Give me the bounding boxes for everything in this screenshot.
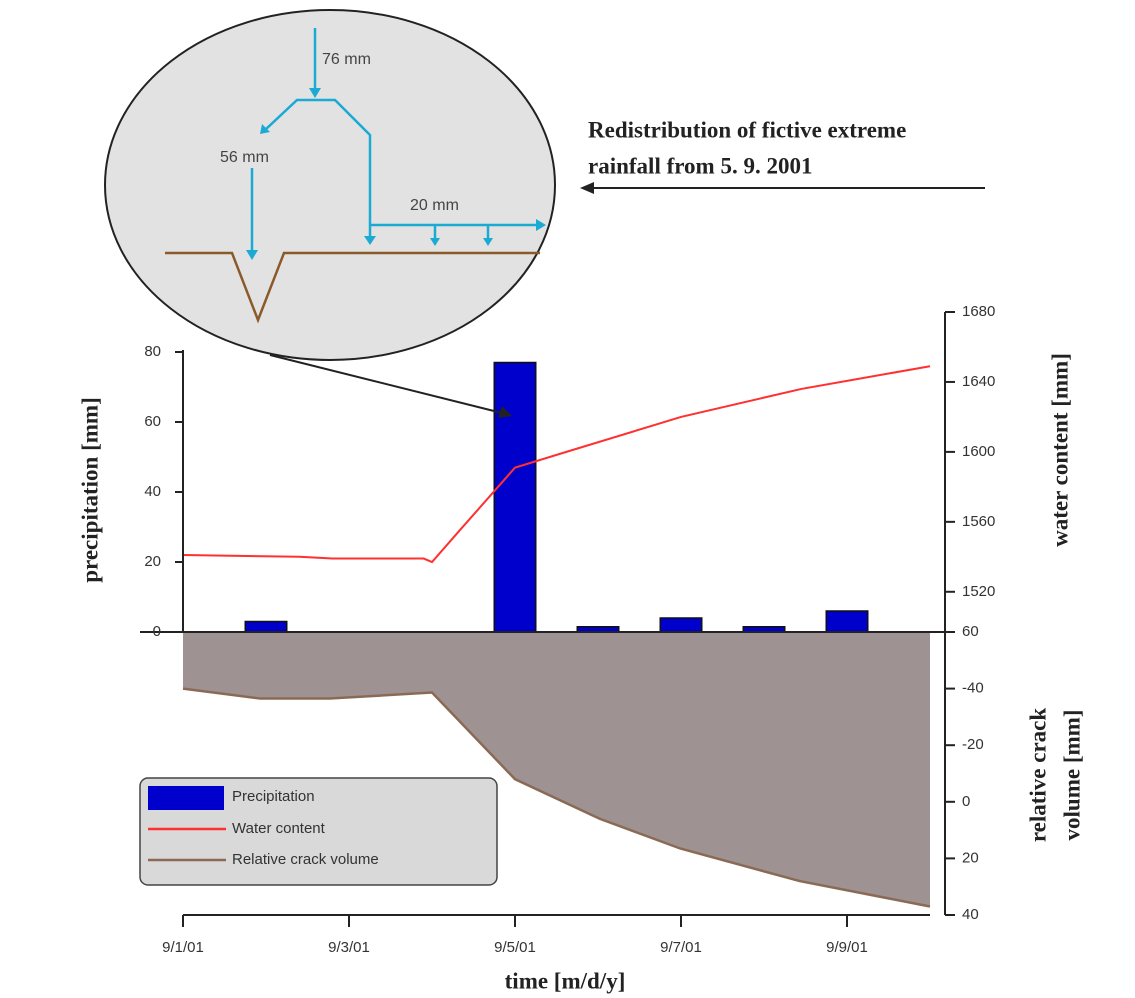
inset-label: 56 mm [220,149,269,166]
y-tick-label: 60 [144,413,161,430]
y2-axis-title: water content [mm] [1047,353,1072,547]
y-tick-label: 80 [144,343,161,360]
bar [244,620,288,633]
y2-tick-label: 1600 [962,443,995,460]
inset: 76 mm 56 mm 20 mm [104,9,556,361]
bar [493,361,537,633]
x-axis-title: time [m/d/y] [505,968,626,993]
inset-ellipse [104,9,556,361]
y2-tick-label: 1520 [962,583,995,600]
x-tick-label: 9/9/01 [826,939,868,956]
x-tick-label: 9/5/01 [494,939,536,956]
y-tick-label: 0 [153,623,161,640]
note: rainfall from 5. 9. 2001 [588,153,812,178]
legend-label: Water content [232,820,326,837]
bar [825,610,869,633]
legend: Precipitation Water content Relative cra… [139,777,498,886]
arrow-head [580,182,594,194]
y3-tick-label: 20 [962,849,979,866]
area [183,632,930,907]
inset-label: 20 mm [410,197,459,214]
bar [659,617,703,633]
inset-pointer [269,354,507,415]
plot-area: 0 20 40 60 80 1520 1560 1600 1640 1680 60 -40 -20 0 20… [140,303,995,956]
y2-tick-label: 1560 [962,513,995,530]
y3-tick-label: -40 [962,680,984,697]
y-tick-label: 40 [144,483,161,500]
inset-label: 76 mm [322,51,371,68]
legend-swatch [148,786,224,810]
y3-tick-label: -20 [962,736,984,753]
arrow-head [498,406,512,418]
line [182,365,931,564]
note: Redistribution of fictive extreme [588,117,906,142]
x-tick-label: 9/3/01 [328,939,370,956]
legend-label: Relative crack volume [232,851,379,868]
legend-box [139,777,498,886]
x-tick-label: 9/7/01 [660,939,702,956]
arrow-heads [246,88,546,260]
flow-arrows [250,28,540,252]
y3-axis-title: volume [mm] [1059,710,1084,841]
y-tick-label: 20 [144,553,161,570]
ground-line [165,251,540,324]
y3-tick-label: 0 [962,793,970,810]
y3-axis-title: relative crack [1025,708,1050,843]
y3-tick-label: 40 [962,906,979,923]
y3-tick-label: 60 [962,623,979,640]
y-axis-title: precipitation [mm] [77,397,102,582]
x-tick-label: 9/1/01 [162,939,204,956]
y2-tick-label: 1680 [962,303,995,320]
y2-tick-label: 1640 [962,373,995,390]
legend-label: Precipitation [232,788,315,805]
area-edge [182,687,931,908]
